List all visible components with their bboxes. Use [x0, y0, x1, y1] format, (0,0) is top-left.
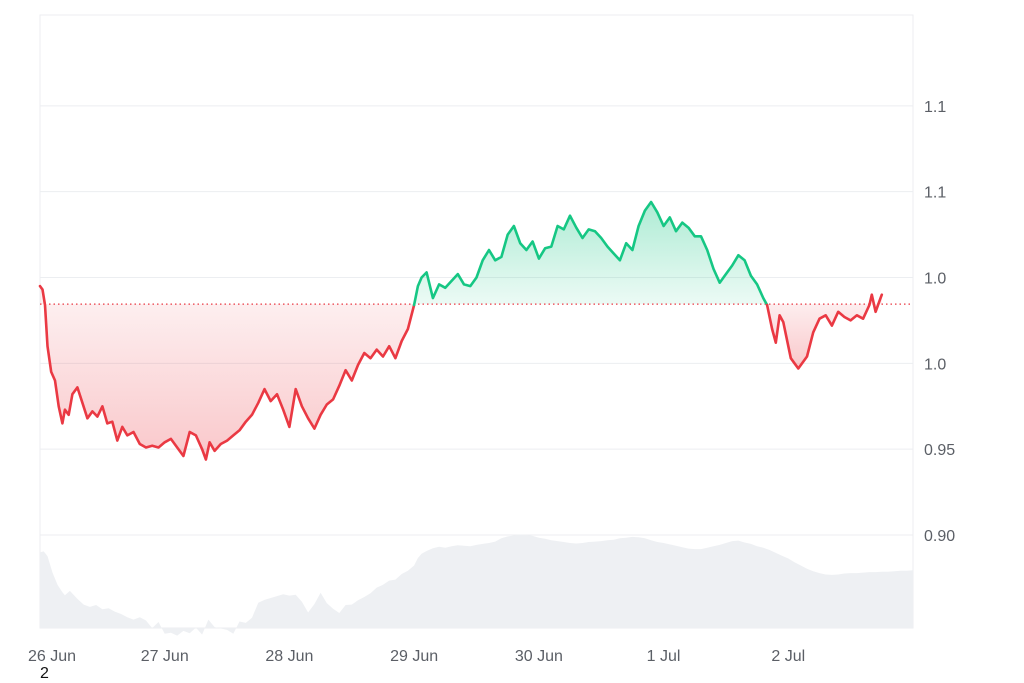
y-axis-ticks: 1.1 1.1 1.0 1.0 0.95 0.90	[924, 99, 955, 545]
y-tick-label-3: 1.0	[924, 356, 946, 373]
area-segment-0	[40, 286, 415, 460]
volume-area	[40, 534, 913, 636]
x-tick-label-4: 30 Jun	[515, 648, 563, 665]
y-tick-label-0: 1.1	[924, 99, 946, 116]
area-segment-1	[414, 202, 768, 305]
area-segment-2	[767, 294, 882, 369]
price-line-segment-1	[412, 200, 769, 307]
x-tick-label-3: 29 Jun	[390, 648, 438, 665]
x-tick-label-1: 27 Jun	[141, 648, 189, 665]
y-tick-label-2: 1.0	[924, 271, 946, 288]
y-tick-label-5: 0.90	[924, 528, 955, 545]
y-tick-label-4: 0.95	[924, 442, 955, 459]
price-line-segment-2	[765, 293, 884, 370]
footnote-text: 2	[40, 665, 49, 682]
price-areas	[40, 202, 882, 460]
x-tick-label-6: 2 Jul	[771, 648, 805, 665]
price-line-segment-0	[38, 284, 416, 461]
x-tick-label-0: 26 Jun	[28, 648, 76, 665]
y-tick-label-1: 1.1	[924, 185, 946, 202]
x-tick-label-2: 28 Jun	[265, 648, 313, 665]
price-lines	[38, 200, 884, 461]
x-axis-ticks: 26 Jun 27 Jun 28 Jun 29 Jun 30 Jun 1 Jul 2 Jul	[28, 648, 805, 665]
volume-layer	[40, 534, 913, 636]
x-tick-label-5: 1 Jul	[647, 648, 681, 665]
